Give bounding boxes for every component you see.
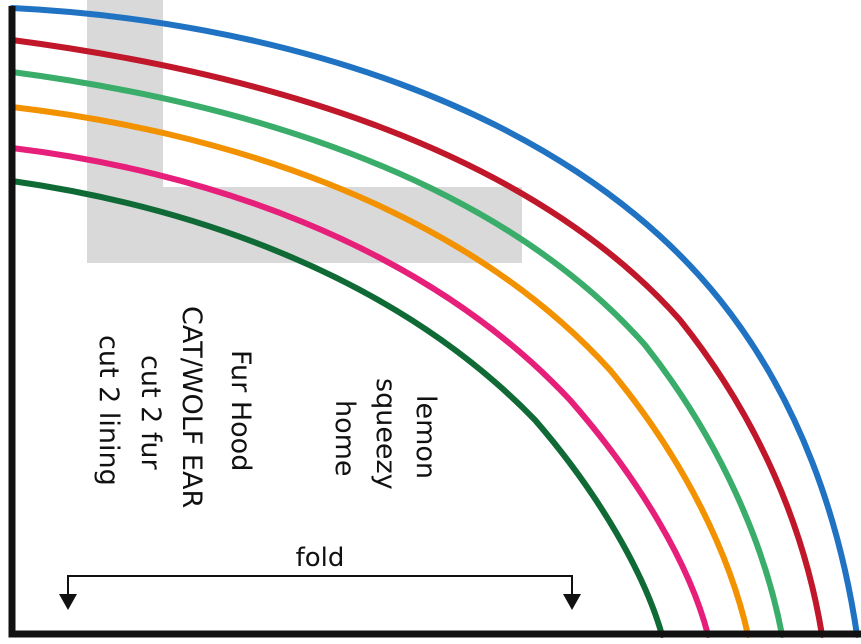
svg-text:lemon: lemon — [410, 395, 441, 479]
size-line-red — [9, 37, 825, 638]
fold-bracket — [67, 575, 573, 601]
svg-text:cut 2 lining: cut 2 lining — [93, 335, 124, 486]
pattern-title-4: cut 2 lining — [93, 335, 124, 486]
title-line-3: cut 2 fur — [135, 355, 166, 471]
brand-text-3: home — [329, 400, 360, 477]
title-line-2: CAT/WOLF EAR — [176, 306, 207, 508]
size-line-darkgreen — [9, 178, 665, 638]
size-line-blue — [9, 5, 860, 638]
svg-text:squeezy: squeezy — [370, 378, 401, 490]
brand-text-1: lemon — [410, 395, 441, 479]
fold-arrow-right-icon — [563, 594, 581, 610]
pattern-title: Fur Hood — [225, 350, 256, 471]
svg-text:cut 2 fur: cut 2 fur — [135, 355, 166, 471]
brand-line-1: lemon — [410, 395, 441, 479]
svg-text:home: home — [329, 400, 360, 477]
title-line-4: cut 2 lining — [93, 335, 124, 486]
pattern-outline — [8, 6, 861, 638]
brand-text-2: squeezy — [370, 378, 401, 490]
fold-arrow-left-icon — [59, 594, 77, 610]
pattern-title-2: CAT/WOLF EAR — [176, 306, 207, 508]
brand-line-2: squeezy — [370, 378, 401, 490]
svg-text:CAT/WOLF EAR: CAT/WOLF EAR — [176, 306, 207, 508]
title-line-1: Fur Hood — [225, 350, 256, 471]
size-line-green — [9, 69, 785, 638]
size-curves — [9, 5, 860, 638]
svg-text:Fur Hood: Fur Hood — [225, 350, 256, 471]
pattern-title-3: cut 2 fur — [135, 355, 166, 471]
size-line-orange — [9, 104, 751, 638]
fold-indicator: fold — [59, 543, 581, 610]
fold-label: fold — [296, 543, 345, 573]
brand-line-3: home — [329, 400, 360, 477]
size-line-pink — [9, 145, 711, 638]
